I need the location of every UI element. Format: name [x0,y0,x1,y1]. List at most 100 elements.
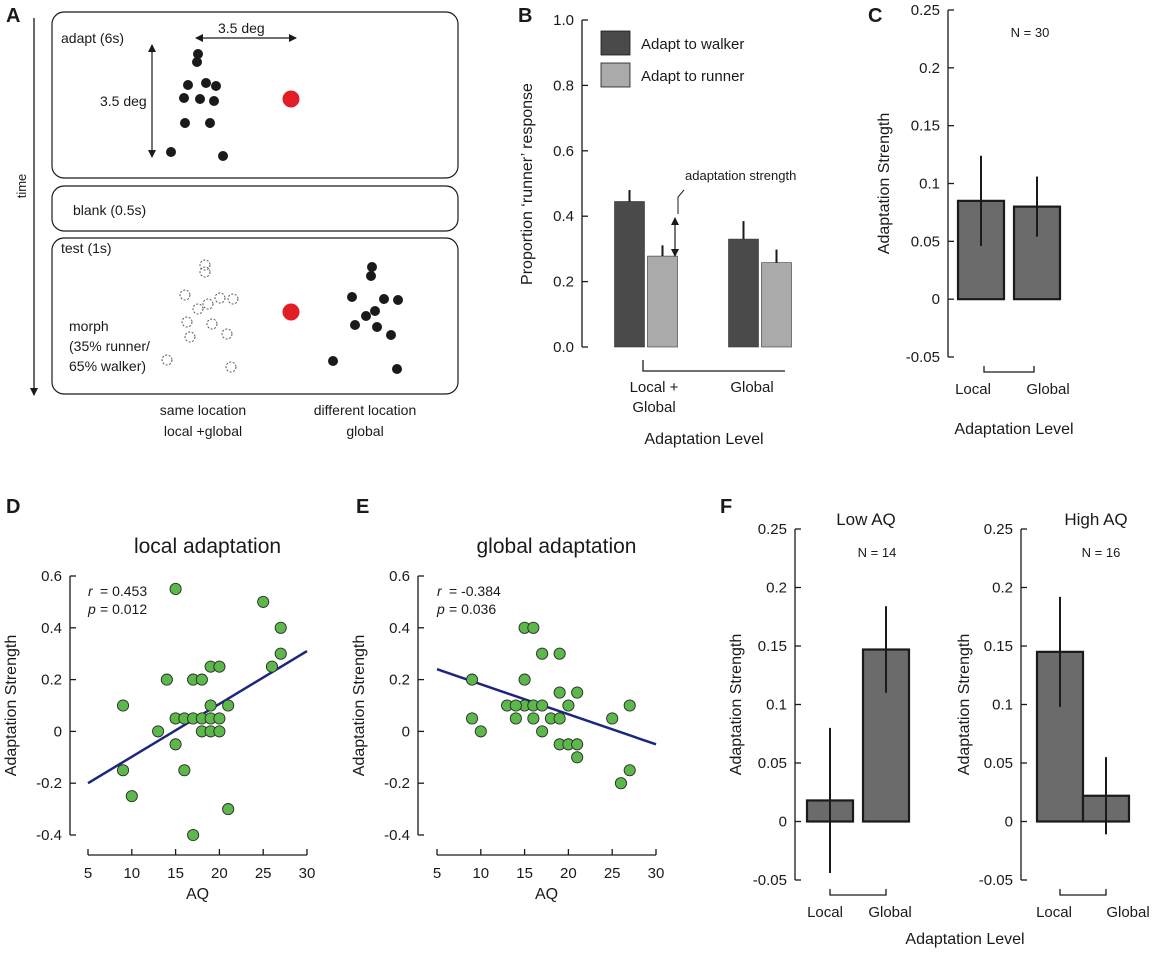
adaptation-strength-label: adaptation strength [685,168,796,183]
panel-b-x-bracket [642,360,785,372]
panel-b-chart: B 0.0 0.2 0.4 0.6 0.8 1.0 Proportion ‘runner’ … [518,5,796,448]
panel-e-data-point [606,712,619,725]
panel-d-data-point [204,699,217,712]
panel-e-data-point [562,699,575,712]
panel-f-low-x-tick-label: Local [807,904,843,921]
panel-c-y-tick-label: 0.2 [919,60,940,77]
panel-b-bar [614,201,645,348]
panel-e-data-point [509,699,522,712]
panel-f-low-y-tick-label: -0.05 [753,872,787,889]
panel-letter-e: E [356,496,369,518]
panel-e-data-point [509,712,522,725]
panel-letter-d: D [6,496,20,518]
panel-d-p-value: = 0.012 [100,601,147,617]
panel-letter-a: A [6,5,20,27]
panel-f-low-y-axis-title: Adaptation Strength [728,634,745,775]
legend-swatch-runner [600,62,631,88]
panel-d-x-tick-label: 30 [299,865,316,882]
panel-c-y-tick-label: 0.1 [919,176,940,193]
panel-f-high-x-tick-label: Global [1106,904,1149,921]
panel-e-data-point [527,621,540,634]
panel-f-low-n-label: N = 14 [858,545,897,560]
panel-d-y-tick-label: 0.4 [41,620,62,637]
adapt-walker-dots [166,49,228,161]
blank-phase-label: blank (0.5s) [73,202,146,218]
morph-label-line-3: 65% walker) [69,358,146,374]
panel-d-x-tick-label: 5 [84,865,92,882]
panel-f-low-title: Low AQ [836,510,896,529]
panel-d-x-tick-label: 15 [167,865,184,882]
panel-c-y-tick-label: 0.05 [911,233,940,250]
panel-f-xlabel: Adaptation Level [905,931,1024,948]
test-fixation-point [282,303,300,321]
panel-c-x-axis-title: Adaptation Level [954,421,1073,438]
panel-c-y-tick-label: -0.05 [906,349,940,366]
panel-d-data-point [213,712,226,725]
panel-e-r-label: r [437,583,443,599]
panel-a-schematic: A time adapt (6s) 3.5 deg 3.5 deg blank … [6,5,459,439]
panel-e-data-point [553,712,566,725]
panel-b-x-tick-label: Global [730,379,773,396]
panel-d-data-point [213,725,226,738]
panel-e-r-value: = -0.384 [449,583,501,599]
panel-e-data-point [571,751,584,764]
panel-d-x-tick-label: 25 [255,865,272,882]
panel-b-x-axis-title: Adaptation Level [644,431,763,448]
panel-f-low-y-tick-label: 0 [779,814,787,831]
panel-e-data-point [571,738,584,751]
panel-f-low-y-tick-label: 0.05 [758,755,787,772]
panel-e-x-tick-label: 30 [648,865,665,882]
panel-e-x-tick-label: 25 [604,865,621,882]
panel-f-high-y-tick-label: 0.15 [984,638,1013,655]
panel-f-high-title: High AQ [1064,510,1127,529]
different-location-line-2: global [346,423,383,439]
adapt-phase-label: adapt (6s) [61,30,124,46]
panel-d-y-tick-label: -0.4 [36,827,62,844]
panel-e-data-point [553,647,566,660]
panel-d-data-point [125,790,138,803]
panel-d-scatter: D -0.4 -0.2 0 0.2 0.4 0.6 5 10 15 20 25 30 Adaptatio… [3,496,315,903]
panel-e-data-point [465,673,479,686]
panel-d-x-axis-title: AQ [186,886,209,903]
blank-phase-box [51,185,459,232]
panel-c-x-tick-label: Local [955,381,991,398]
panel-b-y-tick-label: 0.4 [553,208,574,225]
panel-f-high-y-tick-label: 0.1 [992,697,1013,714]
panel-f-high-y-tick-label: 0 [1005,814,1013,831]
panel-c-x-tick-label: Global [1026,381,1069,398]
panel-b-y-tick-label: 0.8 [553,77,574,94]
panel-b-bar [761,262,792,348]
panel-d-y-tick-label: 0.6 [41,568,62,585]
panel-b-y-tick-label: 1.0 [553,12,574,29]
panel-e-y-tick-label: 0.2 [389,672,410,689]
panel-e-x-tick-label: 10 [472,865,489,882]
panel-c-x-bracket [983,366,1035,373]
morph-label-line-1: morph [69,318,109,334]
panel-d-title: local adaptation [134,535,281,558]
panel-d-data-point [274,647,287,660]
adapt-fixation-point [282,90,300,108]
horizontal-extent-label: 3.5 deg [218,20,265,36]
panel-e-x-axis-title: AQ [535,886,558,903]
panel-d-data-point [222,803,235,816]
panel-e-data-point [518,673,531,686]
panel-c-y-tick-label: 0 [932,291,940,308]
panel-f-low-x-tick-label: Global [868,904,911,921]
panel-f-high-y-tick-label: 0.2 [992,580,1013,597]
panel-letter-f: F [720,496,732,518]
panel-d-data-point [116,764,130,777]
panel-b-y-axis-title: Proportion ‘runner’ response [519,83,536,285]
panel-d-r-value: = 0.453 [100,583,147,599]
panel-d-data-point [257,595,270,608]
panel-f-charts: F -0.05 0 0.05 0.1 0.15 0.2 0.25 Adaptation Str… [720,496,1150,948]
vertical-extent-label: 3.5 deg [100,93,147,109]
panel-f-high-y-tick-label: 0.05 [984,755,1013,772]
panel-e-data-point [614,777,628,790]
panel-f-low-x-bracket [829,889,887,896]
panel-b-legend: Adapt to walker Adapt to runner [600,30,744,88]
panel-e-data-point [465,712,479,725]
legend-swatch-walker [600,30,631,56]
panel-e-scatter: E -0.4 -0.2 0 0.2 0.4 0.6 5 10 15 20 25 30 Adaptatio… [351,496,664,903]
same-location-line-1: same location [160,402,246,418]
panel-f-high-y-tick-label: 0.25 [984,521,1013,538]
